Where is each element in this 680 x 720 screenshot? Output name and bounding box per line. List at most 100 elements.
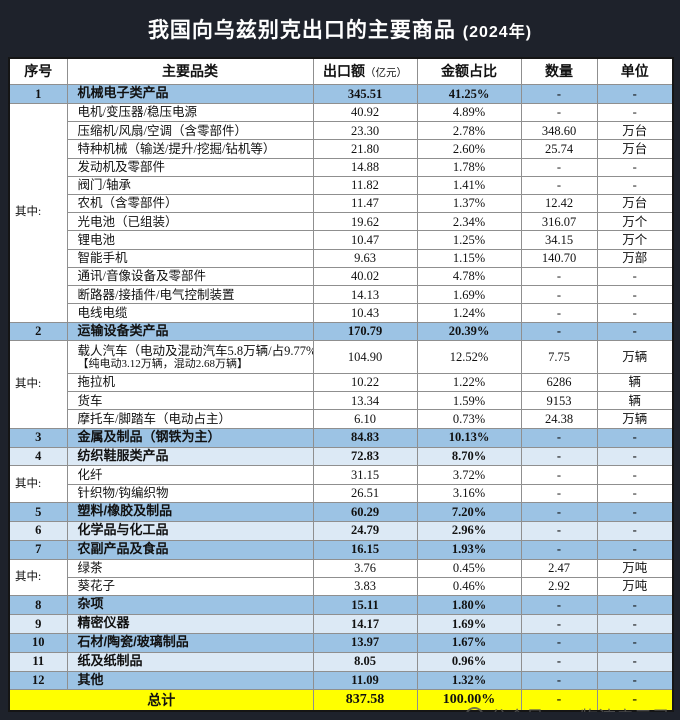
cell-export-amount: 6.10 <box>312 409 418 429</box>
cell-category-name: 压缩机/风扇/空调（含零部件） <box>66 121 314 141</box>
cell-amount-share: 3.16% <box>416 483 522 503</box>
cell-category-name: 阀门/轴承 <box>66 175 314 195</box>
cell-unit: - <box>596 689 674 712</box>
cell-no: 3 <box>8 427 68 448</box>
cell-unit: - <box>596 539 674 560</box>
cell-quantity: 9153 <box>520 391 598 411</box>
category-row: 2 运输设备类产品 170.79 20.39% - - <box>8 321 674 342</box>
cell-category-name: 化纤 <box>66 465 314 485</box>
cell-category-name: 农副产品及食品 <box>66 539 314 560</box>
sub-item-row: 其中: 化纤 31.15 3.72% - - <box>8 465 674 503</box>
cell-amount-share: 2.78% <box>416 121 522 141</box>
category-name-line1: 绿茶 <box>77 560 103 575</box>
cell-unit: - <box>596 613 674 634</box>
cell-amount-share: 0.73% <box>416 409 522 429</box>
header-export-unit-note: （亿元） <box>365 67 407 80</box>
sub-item-row: 摩托车/脚踏车（电动占主） 6.10 0.73% 24.38 万辆 <box>9 409 674 429</box>
cell-no: 6 <box>8 520 68 541</box>
page-title-text: 我国向乌兹别克出口的主要商品 <box>147 18 456 42</box>
cell-amount-share: 1.69% <box>416 285 522 305</box>
cell-quantity: 348.60 <box>520 121 598 141</box>
cell-quantity: - <box>520 632 598 653</box>
cell-amount-share: 1.67% <box>416 632 522 653</box>
bottom-border-strip <box>0 712 680 720</box>
cell-amount-share: 1.24% <box>416 303 522 323</box>
header-export: 出口额（亿元） <box>312 57 418 85</box>
cell-no: 4 <box>8 446 68 467</box>
cell-unit: - <box>596 102 674 123</box>
cell-category-name: 杂项 <box>66 594 314 615</box>
cell-unit: - <box>596 285 674 305</box>
cell-export-amount: 104.90 <box>312 340 418 374</box>
category-row: 6 化学品与化工品 24.79 2.96% - - <box>8 520 674 541</box>
cell-category-name: 机械电子类产品 <box>66 84 314 104</box>
sub-item-row: 智能手机 9.63 1.15% 140.70 万部 <box>9 248 674 268</box>
sub-item-row: 断路器/接插件/电气控制装置 14.13 1.69% - - <box>9 285 674 305</box>
cell-amount-share: 1.22% <box>416 372 522 393</box>
cell-no: 11 <box>8 651 68 672</box>
category-row: 9 精密仪器 14.17 1.69% - - <box>8 613 674 634</box>
export-table: 序号 主要品类 出口额（亿元） 金额占比 数量 单位 1 机械电子类产品 345.5… <box>8 57 674 712</box>
sub-item-row: 通讯/音像设备及零部件 40.02 4.78% - - <box>9 266 674 287</box>
cell-category-name: 农机（含零部件） <box>66 193 314 214</box>
cell-quantity: 34.15 <box>520 230 598 250</box>
cell-quantity: - <box>520 520 598 541</box>
cell-unit: - <box>596 303 674 323</box>
cell-export-amount: 10.22 <box>312 372 418 393</box>
cell-no: 10 <box>8 632 68 653</box>
sub-item-row: 压缩机/风扇/空调（含零部件） 23.30 2.78% 348.60 万台 <box>9 121 674 141</box>
cell-unit: - <box>596 157 674 177</box>
cell-unit: - <box>596 594 674 615</box>
cell-category-name: 摩托车/脚踏车（电动占主） <box>66 409 314 429</box>
cell-quantity: 24.38 <box>520 409 598 429</box>
category-row: 4 纺织鞋服类产品 72.83 8.70% - - <box>8 446 674 467</box>
cell-amount-share: 1.80% <box>416 594 522 615</box>
cell-export-amount: 19.62 <box>312 212 418 232</box>
cell-export-amount: 170.79 <box>312 321 418 342</box>
category-name-line1: 金属及制品（钢铁为主） <box>77 429 221 445</box>
header-category: 主要品类 <box>66 57 314 85</box>
category-name-line2: 【纯电动3.12万辆，混动2.68万辆】 <box>77 358 249 371</box>
header-qty: 数量 <box>520 57 598 85</box>
sub-item-row: 农机（含零部件） 11.47 1.37% 12.42 万台 <box>9 193 674 214</box>
category-name-line1: 化学品与化工品 <box>77 522 169 538</box>
cell-amount-share: 8.70% <box>416 446 522 467</box>
cell-quantity: - <box>520 483 598 503</box>
cell-export-amount: 26.51 <box>312 483 418 503</box>
cell-amount-share: 0.46% <box>416 576 522 596</box>
cell-amount-share: 1.25% <box>416 230 522 250</box>
cell-unit: - <box>596 501 674 522</box>
sub-item-row: 电线电缆 10.43 1.24% - - <box>9 303 674 323</box>
cell-export-amount: 31.15 <box>312 465 418 485</box>
cell-amount-share: 2.96% <box>416 520 522 541</box>
category-name-line1: 机械电子类产品 <box>77 85 169 101</box>
cell-export-amount: 10.43 <box>312 303 418 323</box>
cell-amount-share: 4.78% <box>416 266 522 287</box>
cell-amount-share: 1.15% <box>416 248 522 268</box>
cell-category-name: 运输设备类产品 <box>66 321 314 342</box>
cell-unit: 万台 <box>596 121 674 141</box>
qizhong-label-cell: 其中: <box>8 340 68 429</box>
cell-unit: - <box>596 446 674 467</box>
cell-unit: 万吨 <box>596 576 674 596</box>
cell-quantity: 140.70 <box>520 248 598 268</box>
cell-quantity: - <box>520 321 598 342</box>
cell-unit: - <box>596 465 674 485</box>
category-row: 3 金属及制品（钢铁为主） 84.83 10.13% - - <box>8 427 674 448</box>
cell-no: 2 <box>8 321 68 342</box>
cell-quantity: 25.74 <box>520 139 598 159</box>
cell-category-name: 通讯/音像设备及零部件 <box>66 266 314 287</box>
cell-no: 7 <box>8 539 68 560</box>
cell-category-name: 纸及纸制品 <box>66 651 314 672</box>
cell-export-amount: 10.47 <box>312 230 418 250</box>
cell-amount-share: 2.34% <box>416 212 522 232</box>
cell-amount-share: 1.78% <box>416 157 522 177</box>
cell-unit: 万辆 <box>596 409 674 429</box>
cell-export-amount: 16.15 <box>312 539 418 560</box>
cell-amount-share: 1.93% <box>416 539 522 560</box>
cell-export-amount: 3.76 <box>312 558 418 578</box>
cell-unit: 万辆 <box>596 340 674 374</box>
cell-category-name: 锂电池 <box>66 230 314 250</box>
cell-quantity: 12.42 <box>520 193 598 214</box>
category-name-line1: 断路器/接插件/电气控制装置 <box>77 287 235 302</box>
